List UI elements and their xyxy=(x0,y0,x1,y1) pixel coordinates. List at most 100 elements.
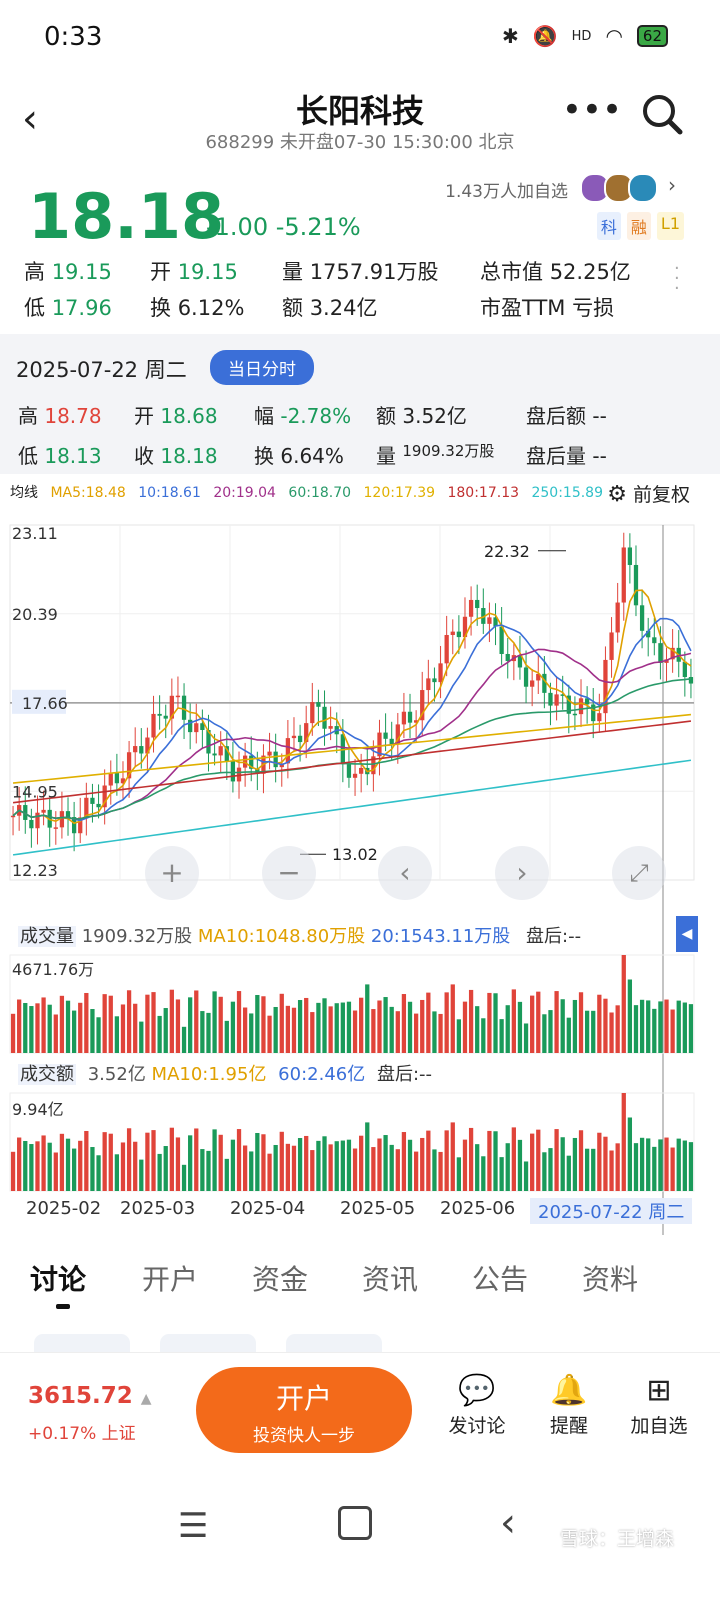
ma-line xyxy=(12,589,692,825)
candle-body xyxy=(242,755,248,768)
volume-bar xyxy=(261,996,266,1053)
tab-announcements[interactable]: 公告 xyxy=(472,1263,529,1296)
candle-body xyxy=(468,599,474,617)
search-icon[interactable] xyxy=(640,92,684,140)
last-price: 18.18 xyxy=(28,180,225,253)
watchers-count[interactable]: 1.43万人加自选 xyxy=(445,182,568,202)
candle-body xyxy=(224,746,229,762)
tab-funds[interactable]: 资金 xyxy=(252,1263,309,1296)
volume-bar xyxy=(255,994,260,1053)
volume-bar xyxy=(108,995,113,1053)
volume-bar xyxy=(578,992,584,1053)
amount-bar xyxy=(90,1147,95,1191)
candle-body xyxy=(420,690,425,721)
x-tick: 2025-03 xyxy=(120,1198,196,1219)
volume-bar xyxy=(291,1007,297,1053)
x-axis: 2025-02 2025-03 2025-04 2025-05 2025-06 … xyxy=(0,1198,720,1226)
candle-body xyxy=(407,711,413,723)
min-price-label: 13.02 xyxy=(332,845,378,864)
alert-button[interactable]: 🔔 提醒 xyxy=(524,1371,614,1438)
volume-bar xyxy=(23,1002,28,1053)
menu-icon[interactable]: ☰ xyxy=(178,1506,209,1546)
candle-body xyxy=(310,702,315,724)
candle-body xyxy=(267,751,272,756)
amount-bar xyxy=(664,1137,669,1191)
volume-bar xyxy=(682,1002,687,1053)
amount-bar xyxy=(328,1144,333,1191)
volume-bar xyxy=(493,993,498,1053)
back-button[interactable]: ‹ xyxy=(22,96,38,142)
volume-bar xyxy=(389,1006,394,1053)
volume-bar xyxy=(365,984,370,1053)
back-nav-icon[interactable]: ‹ xyxy=(500,1500,516,1546)
volume-bar xyxy=(407,1001,413,1053)
tab-news[interactable]: 资讯 xyxy=(362,1263,419,1296)
home-icon[interactable] xyxy=(338,1506,372,1540)
expand-icon[interactable]: · · · xyxy=(674,258,680,299)
pan-left-button[interactable]: ‹ xyxy=(378,846,432,900)
volume-bar xyxy=(145,994,150,1053)
amount-bar xyxy=(53,1152,58,1191)
intraday-button[interactable]: 当日分时 xyxy=(210,350,314,385)
volume-bar xyxy=(377,1000,382,1053)
pan-right-button[interactable]: › xyxy=(495,846,549,900)
volume-bar xyxy=(126,990,132,1053)
volume-bar xyxy=(462,1001,468,1053)
open-account-button[interactable]: 开户 投资快人一步 xyxy=(196,1367,412,1453)
tab-account[interactable]: 开户 xyxy=(142,1263,199,1296)
adjust-button[interactable]: ⚙ 前复权 xyxy=(607,482,690,507)
volume-bar xyxy=(96,1017,101,1053)
detail-amp: -2.78% xyxy=(280,404,352,428)
tab-discussion[interactable]: 讨论 xyxy=(30,1263,87,1296)
stat-amount: 3.24亿 xyxy=(309,296,378,320)
fullscreen-icon[interactable]: ⤢ xyxy=(612,846,666,900)
volume-bar xyxy=(236,991,242,1053)
candle-body xyxy=(126,752,132,779)
wifi-icon: ◠ xyxy=(605,24,623,48)
tab-indicator xyxy=(56,1304,70,1309)
candle-body xyxy=(536,673,541,681)
candle-body xyxy=(41,809,46,813)
watcher-avatars[interactable]: › xyxy=(580,173,676,203)
add-watchlist-button[interactable]: ⊞ 加自选 xyxy=(614,1371,704,1438)
volume-bar xyxy=(383,997,388,1053)
candle-body xyxy=(395,724,400,745)
volume-bar xyxy=(438,1013,443,1053)
candle-body xyxy=(23,805,28,820)
candle-body xyxy=(65,811,71,818)
volume-bar xyxy=(633,1005,639,1053)
x-tick: 2025-05 xyxy=(340,1198,416,1219)
volume-bar xyxy=(670,1009,675,1053)
amount-bar xyxy=(71,1148,77,1191)
zoom-in-button[interactable]: + xyxy=(145,846,199,900)
post-button[interactable]: 💬 发讨论 xyxy=(432,1371,522,1438)
tab-profile[interactable]: 资料 xyxy=(582,1263,639,1296)
volume-bar xyxy=(194,990,199,1053)
volume-bar xyxy=(133,1003,138,1053)
amount-bar xyxy=(401,1132,407,1191)
amount-bar xyxy=(566,1155,571,1191)
settings-icon: ⚙ xyxy=(607,482,627,507)
amount-bar xyxy=(133,1141,138,1191)
amount-legend: 成交额 3.52亿 MA10:1.95亿 60:2.46亿 盘后:-- xyxy=(18,1064,433,1085)
zoom-out-button[interactable]: − xyxy=(262,846,316,900)
volume-bar xyxy=(84,992,89,1053)
filter-chip xyxy=(286,1334,382,1352)
volume-bar xyxy=(328,1006,333,1053)
more-icon[interactable]: ••• xyxy=(561,90,622,130)
stat-pe: 亏损 xyxy=(572,296,615,320)
amount-bar xyxy=(603,1136,608,1191)
amount-bar xyxy=(65,1138,71,1191)
amount-bar xyxy=(23,1140,28,1191)
volume-bar xyxy=(35,1003,40,1053)
index-value[interactable]: 3615.72 ▲ xyxy=(28,1383,152,1409)
amount-bar xyxy=(542,1152,547,1191)
collapse-button[interactable]: ◀ xyxy=(676,916,698,952)
amount-bar xyxy=(17,1137,22,1191)
volume-bar xyxy=(401,994,407,1053)
candle-body xyxy=(328,726,333,729)
candle-body xyxy=(35,812,40,829)
stat-low: 17.96 xyxy=(51,296,112,320)
amount-bar xyxy=(432,1149,437,1191)
